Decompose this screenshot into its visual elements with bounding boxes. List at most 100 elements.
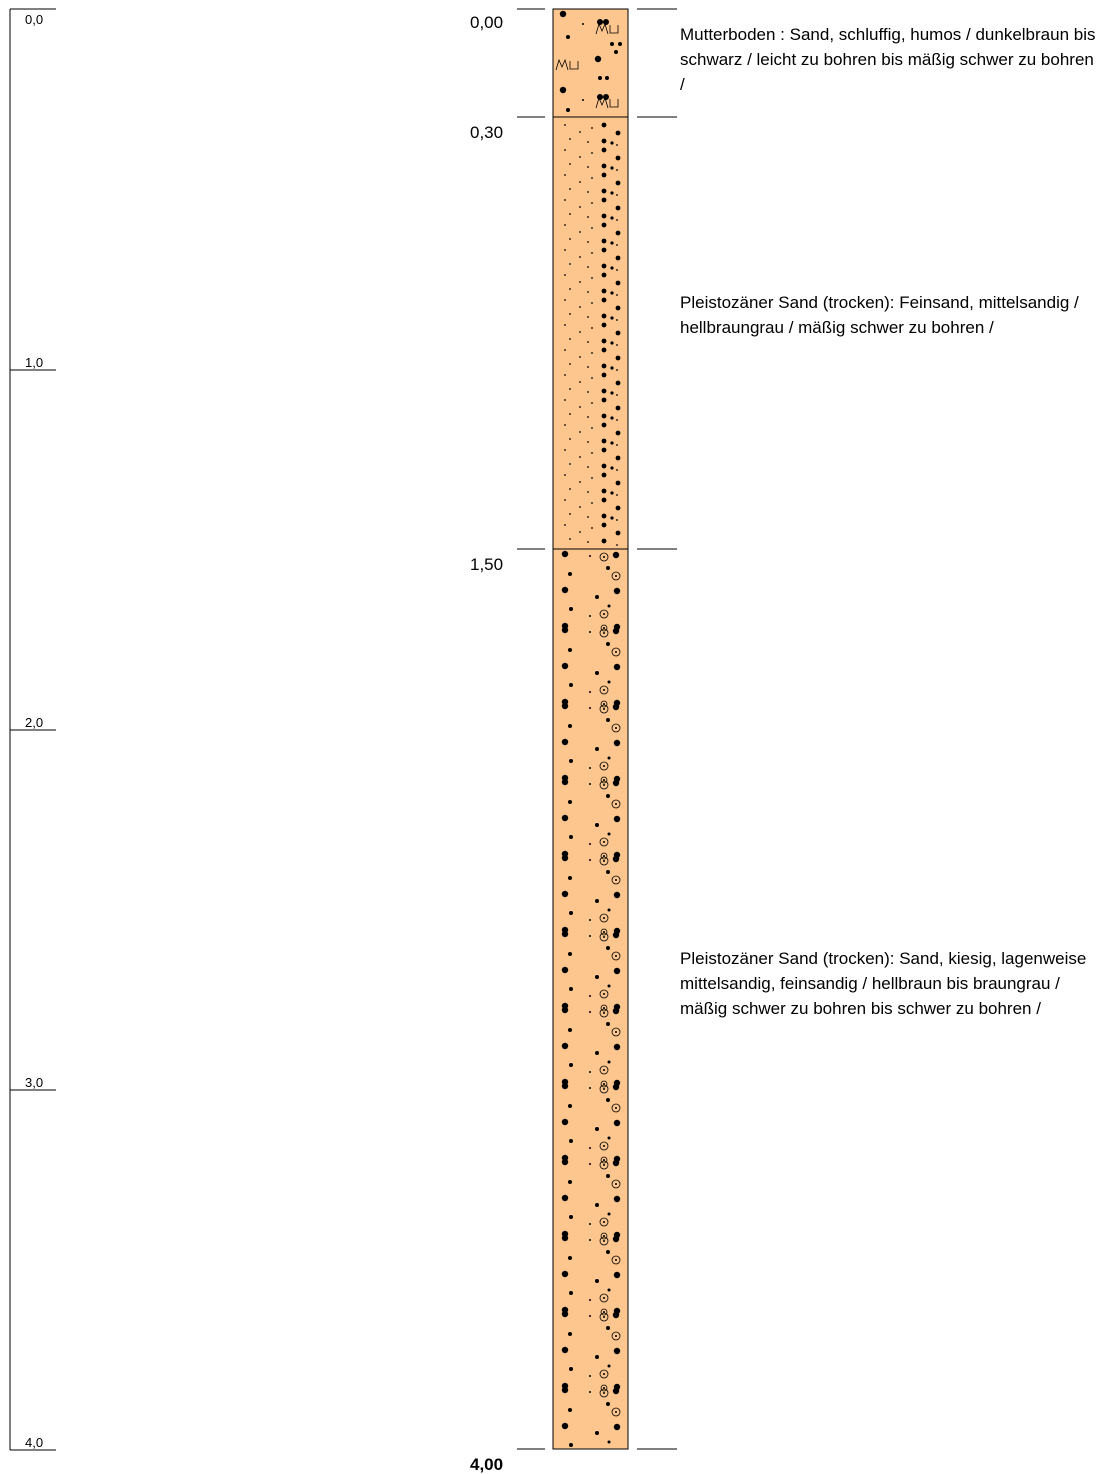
sand-dot bbox=[601, 322, 607, 328]
gravel-dot bbox=[613, 891, 621, 899]
gravel-dot bbox=[589, 1299, 591, 1301]
gravel-dot bbox=[612, 855, 620, 863]
gravel-dot bbox=[595, 899, 599, 903]
gravel-ring-core bbox=[603, 855, 605, 857]
sand-dot bbox=[610, 166, 614, 170]
gravel-dot bbox=[595, 1051, 599, 1055]
sand-dot bbox=[601, 422, 607, 428]
gravel-ring-core bbox=[603, 993, 605, 995]
humus-symbol bbox=[595, 22, 609, 35]
sand-dot bbox=[616, 169, 618, 171]
gravel-dot bbox=[612, 551, 620, 559]
sand-dot bbox=[615, 430, 621, 436]
sand-dot bbox=[610, 141, 614, 145]
sand-dot bbox=[610, 391, 614, 395]
sand-dot bbox=[591, 452, 593, 454]
sand-dot bbox=[569, 413, 571, 415]
gravel-ring-core bbox=[603, 1012, 605, 1014]
sand-dot bbox=[610, 316, 614, 320]
sand-dot bbox=[591, 527, 593, 529]
gravel-ring bbox=[599, 609, 609, 619]
gravel-ring-core bbox=[603, 1240, 605, 1242]
gravel-dot bbox=[561, 662, 569, 670]
gravel-ring bbox=[600, 1384, 608, 1392]
gravel-ring bbox=[599, 1065, 609, 1075]
sand-dot bbox=[591, 152, 593, 154]
sand-dot bbox=[601, 288, 607, 294]
gravel-dot bbox=[589, 555, 591, 557]
sand-dot bbox=[601, 463, 607, 469]
sand-dot bbox=[615, 405, 621, 411]
gravel-dot bbox=[568, 1180, 572, 1184]
humus-symbol bbox=[555, 58, 569, 71]
gravel-dot bbox=[607, 680, 611, 684]
sand-dot bbox=[610, 466, 614, 470]
sand-dot bbox=[610, 191, 614, 195]
soil-dot bbox=[618, 42, 622, 46]
sand-dot bbox=[601, 447, 607, 453]
gravel-ring-core bbox=[603, 613, 605, 615]
gravel-ring-core bbox=[615, 955, 617, 957]
gravel-dot bbox=[589, 1147, 591, 1149]
gravel-ring bbox=[600, 1004, 608, 1012]
gravel-dot bbox=[561, 854, 569, 862]
gravel-ring bbox=[600, 624, 608, 632]
sand-dot bbox=[587, 191, 589, 193]
sand-dot bbox=[615, 530, 621, 536]
sand-dot bbox=[564, 499, 566, 501]
sand-dot bbox=[579, 456, 581, 458]
layer-boundaries: 0,00 0,30 1,50 4,00 bbox=[470, 8, 677, 1474]
gravel-dot bbox=[606, 566, 610, 570]
sand-dot bbox=[610, 266, 614, 270]
sand-dot bbox=[616, 494, 618, 496]
sand-dot bbox=[569, 388, 571, 390]
sand-dot bbox=[579, 481, 581, 483]
gravel-dot bbox=[606, 1022, 610, 1026]
gravel-dot bbox=[607, 984, 611, 988]
sand-dot bbox=[569, 163, 571, 165]
gravel-ring-core bbox=[615, 1183, 617, 1185]
gravel-ring-core bbox=[603, 703, 605, 705]
gravel-dot bbox=[613, 1195, 621, 1203]
gravel-dot bbox=[589, 615, 591, 617]
gravel-dot bbox=[606, 1174, 610, 1178]
gravel-dot bbox=[589, 1239, 591, 1241]
sand-dot bbox=[564, 449, 566, 451]
gravel-ring-core bbox=[603, 779, 605, 781]
gravel-dot bbox=[561, 738, 569, 746]
gravel-ring-core bbox=[603, 1392, 605, 1394]
soil-column bbox=[552, 8, 629, 1450]
gravel-dot bbox=[589, 1223, 591, 1225]
sand-dot bbox=[616, 244, 618, 246]
sand-dot bbox=[579, 331, 581, 333]
gravel-ring bbox=[599, 1217, 609, 1227]
sand-dot bbox=[564, 374, 566, 376]
sand-dot bbox=[564, 199, 566, 201]
gravel-ring-core bbox=[603, 1083, 605, 1085]
gravel-dot bbox=[613, 1423, 621, 1431]
gravel-dot bbox=[589, 691, 591, 693]
sand-dot bbox=[587, 216, 589, 218]
gravel-dot bbox=[607, 1060, 611, 1064]
gravel-ring-core bbox=[615, 1411, 617, 1413]
soil-layer bbox=[553, 117, 628, 549]
soil-dot bbox=[566, 108, 570, 112]
sand-dot bbox=[615, 155, 621, 161]
gravel-ring bbox=[600, 928, 608, 936]
sand-dot bbox=[601, 188, 607, 194]
gravel-dot bbox=[606, 870, 610, 874]
gravel-dot bbox=[589, 1375, 591, 1377]
sand-dot bbox=[591, 327, 593, 329]
sand-dot bbox=[601, 272, 607, 278]
gravel-ring-core bbox=[615, 575, 617, 577]
sand-dot bbox=[587, 291, 589, 293]
sand-dot bbox=[569, 488, 571, 490]
gravel-ring bbox=[599, 1084, 609, 1094]
sand-dot bbox=[591, 377, 593, 379]
sand-dot bbox=[601, 313, 607, 319]
gravel-dot bbox=[568, 648, 572, 652]
gravel-dot bbox=[612, 703, 620, 711]
sand-dot bbox=[610, 516, 614, 520]
gravel-dot bbox=[568, 1408, 572, 1412]
depth-scale-tick-label: 1,0 bbox=[25, 355, 43, 370]
